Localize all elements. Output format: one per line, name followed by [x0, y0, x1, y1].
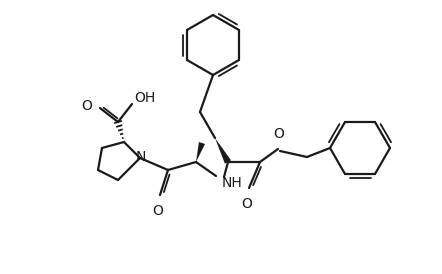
Text: O: O [274, 127, 285, 141]
Text: O: O [81, 99, 92, 113]
Text: NH: NH [221, 176, 242, 190]
Polygon shape [196, 142, 205, 162]
Text: OH: OH [134, 91, 155, 105]
Text: O: O [152, 204, 164, 218]
Polygon shape [215, 138, 231, 164]
Text: O: O [242, 197, 252, 211]
Text: N: N [136, 150, 146, 164]
